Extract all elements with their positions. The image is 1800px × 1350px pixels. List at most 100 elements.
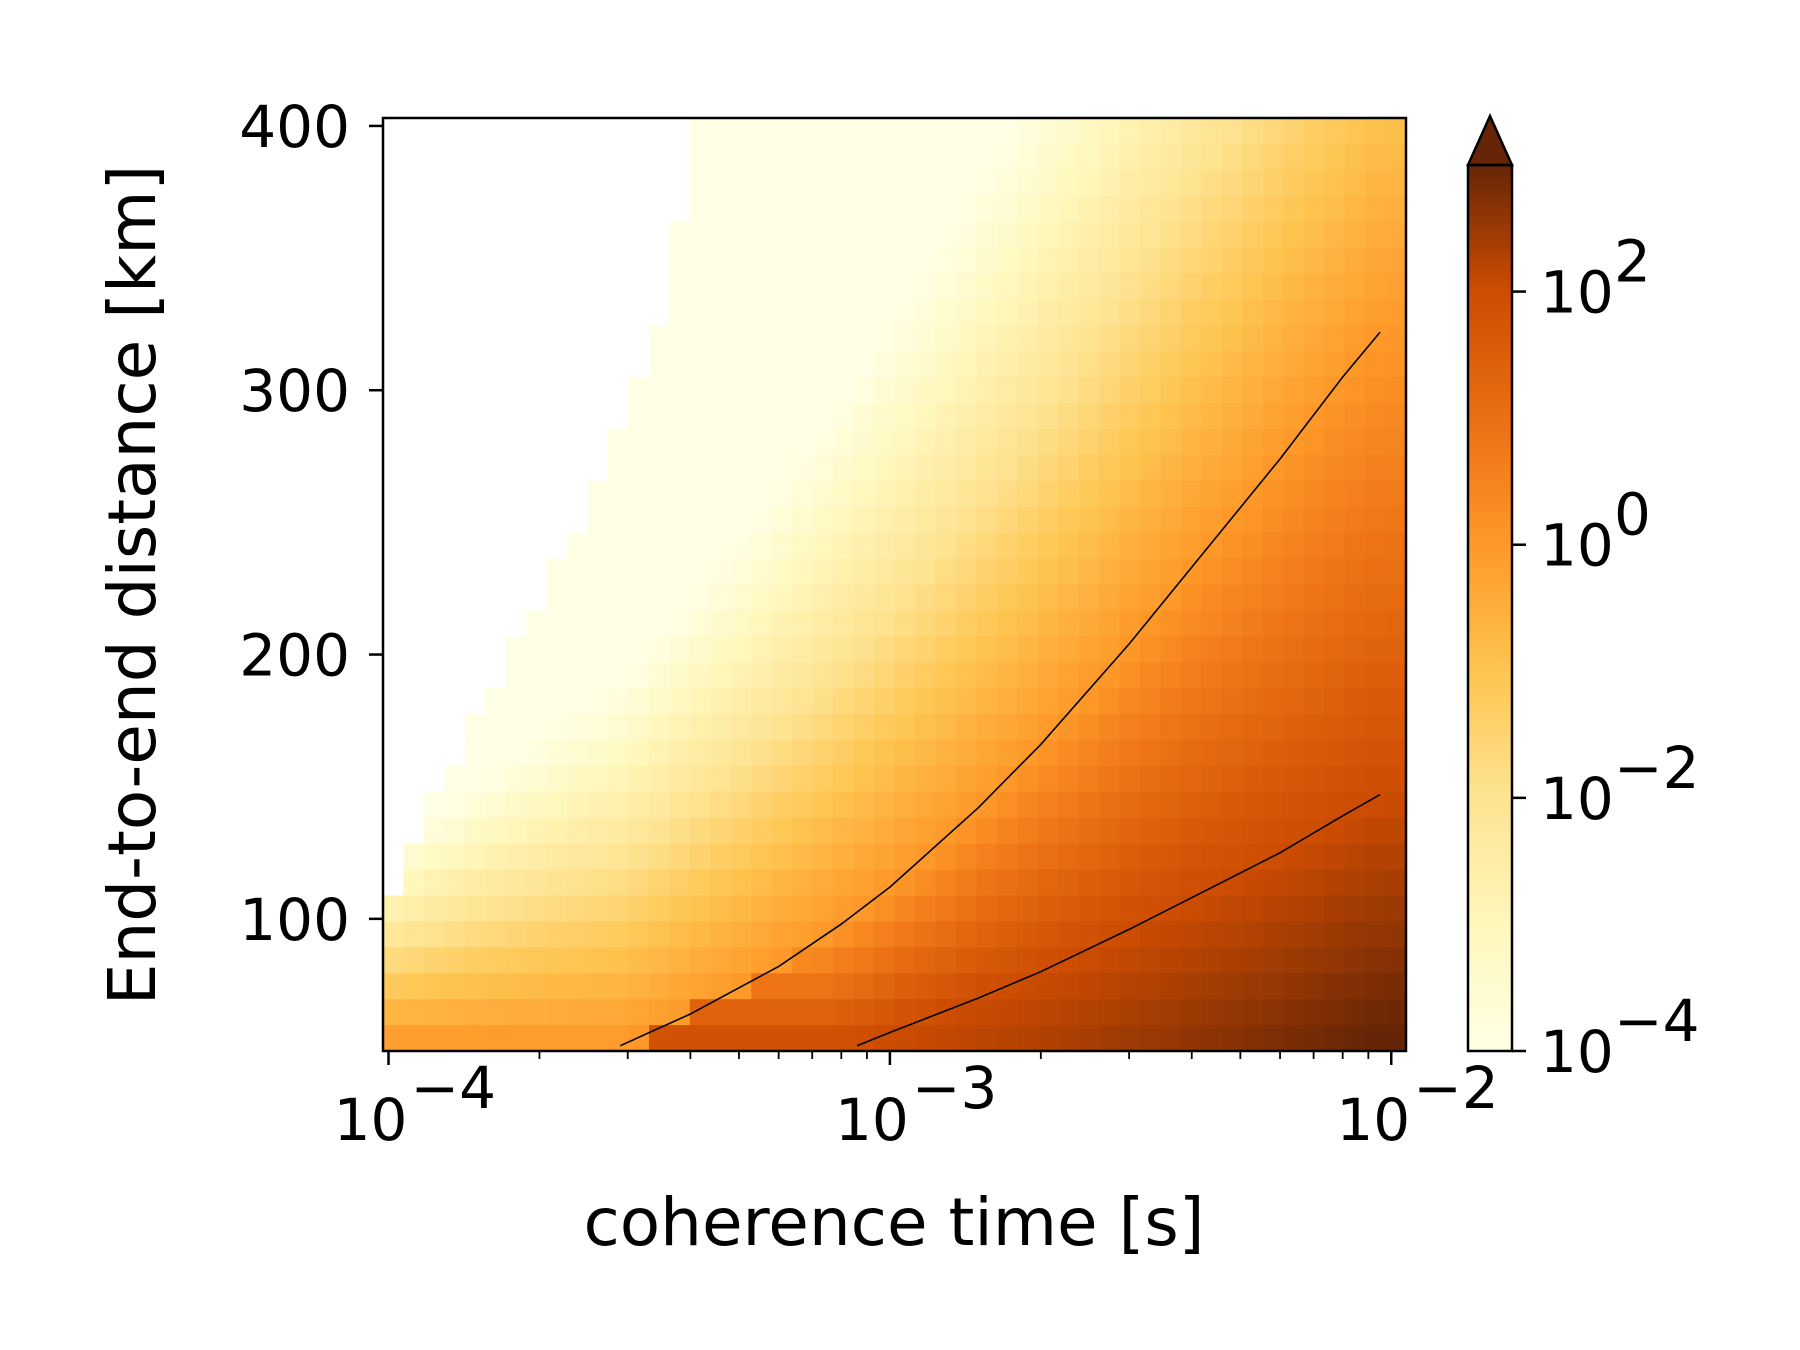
heatmap-cell <box>792 765 814 793</box>
heatmap-cell <box>608 817 630 845</box>
heatmap-cell <box>1160 843 1182 871</box>
heatmap-cell <box>1119 895 1141 923</box>
heatmap-cell <box>1262 1025 1284 1051</box>
heatmap-cell <box>648 506 671 534</box>
heatmap-cell <box>1037 817 1059 845</box>
heatmap-cell <box>1017 999 1039 1026</box>
colorbar-tick-label: 10 <box>1540 512 1614 580</box>
heatmap-cell <box>976 403 998 430</box>
heatmap-cell <box>1037 325 1059 352</box>
heatmap-cell <box>792 506 814 534</box>
heatmap-cell <box>1221 299 1243 326</box>
heatmap-cell <box>935 351 957 378</box>
heatmap-cell <box>1017 325 1039 352</box>
heatmap-cell <box>874 506 896 534</box>
heatmap-cell <box>1160 351 1182 378</box>
heatmap-cell <box>1262 403 1284 430</box>
heatmap-cell <box>526 921 548 948</box>
heatmap-cell <box>710 636 732 663</box>
heatmap-cell <box>710 480 732 508</box>
heatmap-cell <box>648 325 671 352</box>
heatmap-cell <box>1078 921 1100 948</box>
heatmap-cell <box>587 662 609 689</box>
heatmap-cell <box>1078 143 1100 171</box>
heatmap-cell <box>935 299 957 326</box>
heatmap-cell <box>1180 688 1202 715</box>
heatmap-cell <box>955 143 977 171</box>
heatmap-cell <box>1303 584 1325 612</box>
heatmap-cell <box>833 558 855 586</box>
heatmap-cell <box>1242 532 1264 560</box>
heatmap-cell <box>1160 247 1182 275</box>
heatmap-cell <box>444 869 466 897</box>
heatmap-cell <box>1262 610 1284 637</box>
heatmap-cell <box>1262 791 1284 819</box>
contour-lines <box>619 331 1381 1047</box>
x-axis-label: coherence time [s] <box>583 1184 1204 1261</box>
y-tick-label: 200 <box>239 622 350 690</box>
heatmap-cell <box>874 973 896 1000</box>
heatmap-cell <box>628 921 650 948</box>
heatmap-cell <box>1283 377 1305 404</box>
heatmap-cell <box>1262 714 1284 741</box>
heatmap-cell <box>1221 351 1243 378</box>
heatmap-cell <box>955 506 977 534</box>
heatmap-cell <box>1324 843 1346 871</box>
heatmap-cell <box>1201 817 1223 845</box>
heatmap-cell <box>669 973 691 1000</box>
heatmap-cell <box>955 921 977 948</box>
heatmap-cell <box>710 662 732 689</box>
heatmap-cell <box>1303 532 1325 560</box>
heatmap-cell <box>730 143 752 171</box>
heatmap-cell <box>874 403 896 430</box>
heatmap-cell <box>1037 480 1059 508</box>
heatmap-cell <box>853 195 875 223</box>
heatmap-cell <box>1058 636 1080 663</box>
heatmap-cell <box>1242 195 1264 223</box>
heatmap-cell <box>505 662 527 689</box>
heatmap-cell <box>608 740 630 767</box>
heatmap-cell <box>894 403 916 430</box>
heatmap-cell <box>1324 118 1346 145</box>
heatmap-cell <box>914 921 937 948</box>
heatmap-cell <box>1283 299 1305 326</box>
heatmap-cell <box>1017 895 1039 923</box>
heatmap-cell <box>710 558 732 586</box>
heatmap-cell <box>1119 532 1141 560</box>
heatmap-cell <box>1365 118 1387 145</box>
heatmap-cell <box>812 636 834 663</box>
heatmap-cell <box>1058 480 1080 508</box>
heatmap-cell <box>1140 1025 1162 1051</box>
heatmap-cell <box>730 765 752 793</box>
heatmap-cell <box>812 765 834 793</box>
heatmap-cell <box>505 817 527 845</box>
heatmap-cell <box>1017 532 1039 560</box>
heatmap-cell <box>771 843 793 871</box>
heatmap-cell <box>1180 973 1202 1000</box>
heatmap-cell <box>1262 765 1284 793</box>
heatmap-cell <box>1037 869 1059 897</box>
heatmap-cell <box>996 403 1018 430</box>
heatmap-cell <box>710 247 732 275</box>
heatmap-cell <box>1017 247 1039 275</box>
heatmap-cell <box>669 947 691 974</box>
heatmap-cell <box>935 403 957 430</box>
heatmap-cell <box>1037 118 1059 145</box>
heatmap-cell <box>935 817 957 845</box>
heatmap-cell <box>1365 740 1387 767</box>
heatmap-cell <box>1078 714 1100 741</box>
heatmap-cell <box>935 221 957 249</box>
heatmap-cell <box>955 169 977 197</box>
heatmap-cell <box>669 221 691 249</box>
heatmap-cell <box>1160 973 1182 1000</box>
heatmap-cell <box>792 558 814 586</box>
heatmap-cell <box>1283 1025 1305 1051</box>
heatmap-cell <box>833 143 855 171</box>
heatmap-cell <box>1058 118 1080 145</box>
heatmap-cell <box>403 999 425 1026</box>
heatmap-cell <box>1262 973 1284 1000</box>
heatmap-cell <box>669 869 691 897</box>
heatmap-cell <box>1201 662 1223 689</box>
heatmap-cell <box>1017 221 1039 249</box>
heatmap-cell <box>771 506 793 534</box>
